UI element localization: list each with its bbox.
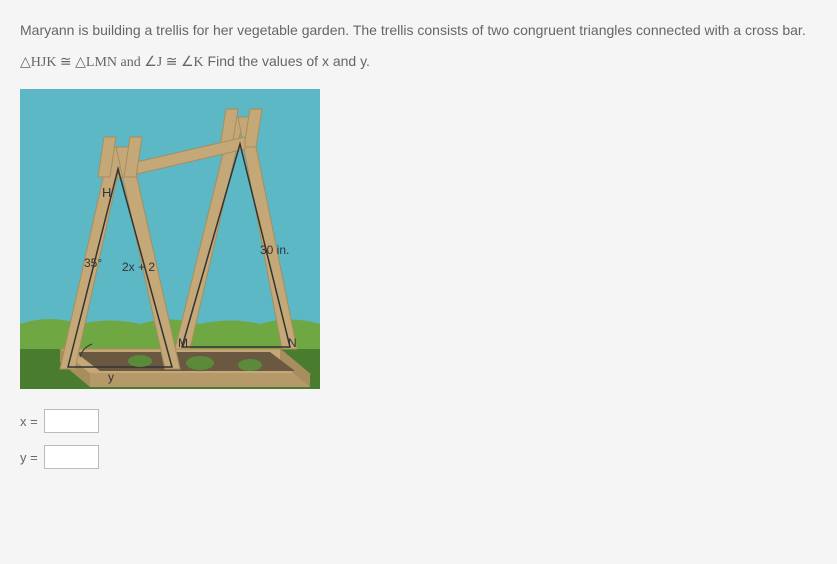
label-2x2: 2x + 2 — [122, 260, 155, 274]
label-H: H — [102, 185, 111, 200]
label-35: 35° — [84, 256, 102, 270]
y-input[interactable] — [44, 445, 99, 469]
label-N: N — [288, 336, 297, 350]
problem-line-2: △HJK ≅ △LMN and ∠J ≅ ∠K Find the values … — [20, 53, 817, 71]
label-30in: 30 in. — [260, 243, 289, 257]
instruction-text: Find the values of x and y. — [204, 53, 370, 69]
y-label: y = — [20, 450, 38, 465]
congruence-statement: △HJK ≅ △LMN and ∠J ≅ ∠K — [20, 55, 204, 70]
trellis-svg: H M N y 35° 2x + 2 30 in. — [20, 89, 320, 389]
label-M: M — [178, 336, 188, 350]
label-y: y — [108, 370, 114, 384]
x-input[interactable] — [44, 409, 99, 433]
problem-line-1: Maryann is building a trellis for her ve… — [20, 20, 817, 41]
trellis-figure: H M N y 35° 2x + 2 30 in. — [20, 89, 320, 389]
answer-y-row: y = — [20, 445, 817, 469]
x-label: x = — [20, 414, 38, 429]
answer-x-row: x = — [20, 409, 817, 433]
